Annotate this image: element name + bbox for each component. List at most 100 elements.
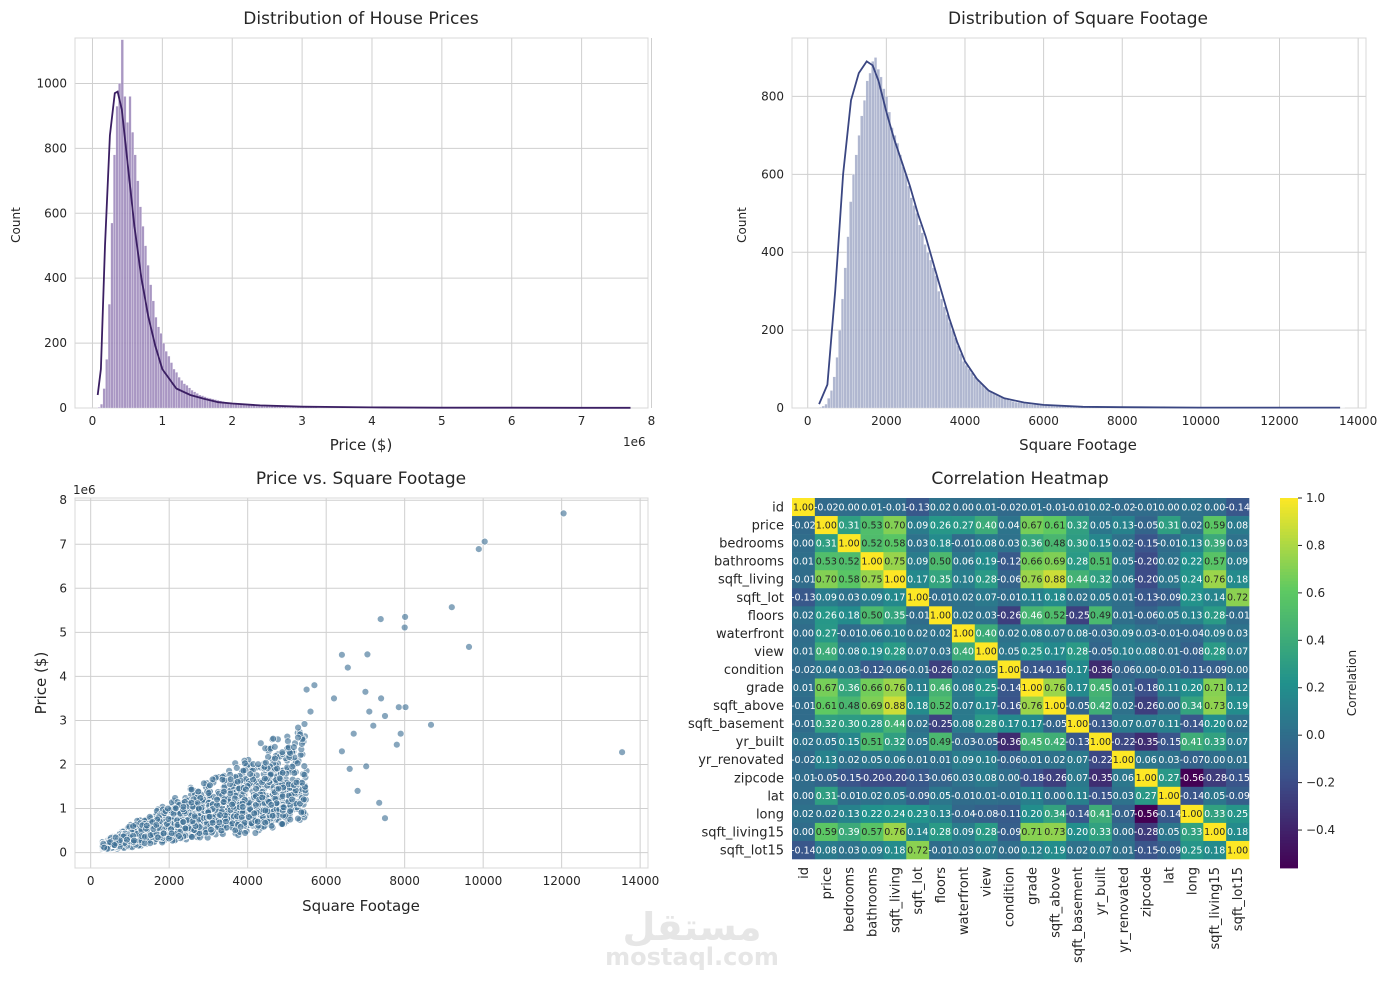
price-histogram-bar — [113, 154, 116, 409]
heatmap-col-label: grade — [1025, 867, 1040, 905]
heatmap-cell-label: -0.36 — [997, 737, 1022, 748]
heatmap-cell-label: 0.03 — [976, 611, 997, 622]
heatmap-cell-label: -0.15 — [1134, 538, 1159, 549]
scatter-point — [204, 789, 213, 797]
heatmap-cell — [860, 804, 884, 824]
heatmap-cell — [1020, 624, 1044, 643]
heatmap-cell-label: -0.05 — [1088, 647, 1113, 658]
heatmap-cell — [974, 588, 998, 607]
scatter-point — [241, 759, 249, 767]
heatmap-cell — [1157, 606, 1181, 625]
heatmap-cell-label: -0.14 — [997, 683, 1022, 694]
heatmap-cell — [860, 642, 884, 661]
heatmap-cell — [883, 624, 907, 643]
heatmap-cell-label: 0.23 — [907, 809, 928, 820]
heatmap-cell — [1157, 678, 1181, 697]
price-histogram-ytick-label: 400 — [44, 271, 67, 285]
heatmap-cell — [929, 714, 953, 733]
sqft-histogram-bar — [865, 80, 869, 409]
heatmap-cell-label: 0.09 — [907, 520, 928, 531]
heatmap-cell-label: -0.09 — [997, 827, 1022, 838]
sqft-histogram-xtick-label: 6000 — [1028, 414, 1059, 428]
heatmap-cell — [837, 822, 861, 842]
heatmap-cell-label: 0.61 — [1044, 520, 1065, 531]
heatmap-cell — [929, 768, 953, 788]
heatmap-cell — [906, 678, 930, 697]
heatmap-cell — [1111, 660, 1136, 679]
heatmap-cell — [1180, 804, 1204, 824]
heatmap-cell-label: 0.02 — [1090, 502, 1111, 513]
heatmap-cell-label: 0.03 — [930, 647, 951, 658]
colorbar-tick-label: 1.0 — [1306, 491, 1325, 505]
scatter-ytick-label: 5 — [59, 625, 67, 639]
sqft-histogram-ytick-label: 400 — [761, 245, 784, 259]
sqft-histogram-bar — [1028, 403, 1032, 409]
colorbar-tick-label: −0.2 — [1306, 776, 1335, 790]
heatmap-cell-label: 0.01 — [1113, 593, 1134, 604]
heatmap-cell-label: 0.46 — [930, 683, 951, 694]
heatmap-cell — [1134, 516, 1158, 535]
heatmap-cell-label: 0.73 — [1044, 827, 1065, 838]
heatmap-cell — [837, 696, 861, 715]
sqft-histogram-bar — [857, 135, 861, 409]
scatter-point — [274, 784, 283, 793]
heatmap-cell — [929, 534, 953, 553]
heatmap-cell-label: 1.00 — [839, 538, 860, 549]
heatmap-cell-label: -0.26 — [997, 611, 1022, 622]
heatmap-cell-label: 0.24 — [1181, 575, 1202, 586]
heatmap-row-label: yr_built — [736, 735, 784, 750]
heatmap-cell-label: 0.18 — [839, 611, 860, 622]
heatmap-cell — [1226, 750, 1250, 770]
sqft-histogram-bar — [885, 96, 889, 409]
heatmap-cell — [1157, 552, 1181, 571]
heatmap-cell-label: -0.01 — [1157, 629, 1182, 640]
heatmap-cell — [1043, 498, 1067, 517]
heatmap-cell — [1089, 768, 1113, 788]
heatmap-cell-label: 0.02 — [1113, 538, 1134, 549]
heatmap-cell-label: 0.39 — [1204, 538, 1225, 549]
sqft-histogram-ytick-label: 200 — [761, 323, 784, 337]
heatmap-cell-label: -0.01 — [791, 773, 816, 784]
heatmap-cell — [814, 750, 838, 770]
colorbar-segment — [1280, 541, 1298, 545]
heatmap-cell-label: 0.41 — [1090, 809, 1111, 820]
colorbar-segment — [1280, 803, 1298, 807]
heatmap-cell-label: 0.01 — [793, 683, 814, 694]
heatmap-cell-label: 0.05 — [1090, 520, 1111, 531]
heatmap-cell-label: 0.45 — [1090, 683, 1111, 694]
colorbar-segment — [1280, 794, 1298, 798]
heatmap-cell-label: 0.08 — [953, 719, 974, 730]
heatmap-cell — [1111, 750, 1136, 770]
heatmap-cell-label: 0.59 — [816, 827, 837, 838]
scatter-point — [338, 651, 346, 659]
heatmap-cell-label: 0.28 — [976, 827, 997, 838]
scatter-point — [273, 764, 281, 773]
heatmap-cell-label: 0.17 — [1044, 647, 1065, 658]
heatmap-cell — [1226, 660, 1250, 679]
heatmap-cell-label: -0.12 — [997, 557, 1022, 568]
scatter-point — [475, 545, 483, 553]
heatmap-cell-label: 0.30 — [1067, 538, 1088, 549]
heatmap-cell-label: 0.11 — [1067, 791, 1088, 802]
heatmap-cell — [1157, 768, 1181, 788]
colorbar-segment — [1280, 683, 1298, 687]
colorbar-segment — [1280, 538, 1298, 542]
heatmap-cell — [1157, 624, 1181, 643]
heatmap-cell — [997, 804, 1021, 824]
heatmap-cell-label: 0.23 — [1181, 593, 1202, 604]
scatter-point — [302, 685, 311, 694]
sqft-histogram-bar — [956, 345, 960, 409]
heatmap-cell-label: 0.19 — [861, 647, 882, 658]
heatmap-cell — [929, 642, 953, 661]
heatmap-cell-label: 0.07 — [1227, 737, 1248, 748]
heatmap-cell — [814, 804, 838, 824]
price-histogram-bar — [118, 83, 122, 409]
price-histogram-bar — [182, 383, 186, 409]
heatmap-row-label: sqft_above — [713, 699, 784, 714]
heatmap-cell-label: 0.17 — [999, 719, 1020, 730]
heatmap-cell — [814, 588, 838, 607]
heatmap-cell — [837, 552, 861, 571]
heatmap-row-label: zipcode — [734, 771, 784, 786]
sqft-histogram-bar — [827, 398, 831, 409]
heatmap-cell-label: 0.27 — [953, 520, 974, 531]
